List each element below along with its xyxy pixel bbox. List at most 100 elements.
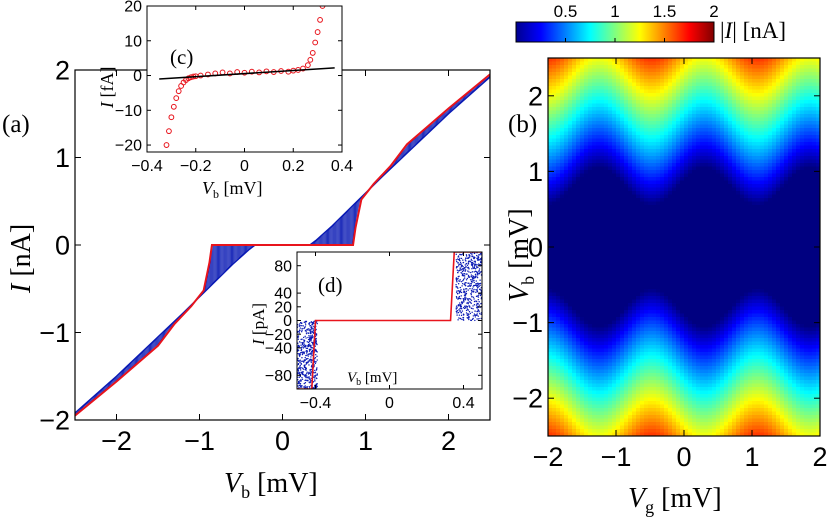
heatmap-cell xyxy=(616,198,621,203)
heatmap-cell xyxy=(648,149,653,154)
heatmap-cell xyxy=(620,362,625,367)
scatter-dot xyxy=(463,305,466,308)
heatmap-cell xyxy=(604,422,609,427)
heatmap-cell xyxy=(660,261,665,266)
heatmap-cell xyxy=(676,58,681,63)
heatmap-cell xyxy=(588,229,593,234)
heatmap-cell xyxy=(556,114,561,119)
heatmap-cell xyxy=(636,334,641,339)
heatmap-cell xyxy=(580,107,585,112)
heatmap-cell xyxy=(560,219,565,224)
heatmap-cell xyxy=(640,394,645,399)
data-point xyxy=(314,29,321,35)
heatmap-cell xyxy=(568,149,573,154)
heatmap-cell xyxy=(568,124,573,129)
heatmap-cell xyxy=(672,86,677,91)
heatmap-cell xyxy=(608,380,613,385)
heatmap-cell xyxy=(584,429,589,434)
heatmap-cell xyxy=(548,331,553,336)
heatmap-cell xyxy=(624,208,629,213)
heatmap-cell xyxy=(620,331,625,336)
heatmap-cell xyxy=(664,376,669,381)
heatmap-cell xyxy=(640,117,645,122)
heatmap-cell xyxy=(556,72,561,77)
heatmap-cell xyxy=(572,194,577,199)
heatmap-cell xyxy=(672,198,677,203)
heatmap-cell xyxy=(656,86,661,91)
heatmap-cell xyxy=(640,401,645,406)
heatmap-cell xyxy=(664,355,669,360)
heatmap-cell xyxy=(624,387,629,392)
heatmap-cell xyxy=(616,226,621,231)
heatmap-cell xyxy=(672,327,677,332)
heatmap-cell xyxy=(636,173,641,178)
heatmap-cell xyxy=(636,310,641,315)
scatter-dot xyxy=(461,308,463,310)
heatmap-cell xyxy=(668,429,673,434)
heatmap-cell xyxy=(600,268,605,273)
heatmap-cell xyxy=(576,121,581,126)
heatmap-cell xyxy=(568,247,573,252)
heatmap-cell xyxy=(644,100,649,105)
heatmap-cell xyxy=(568,292,573,297)
heatmap-cell xyxy=(648,250,653,255)
heatmap-cell xyxy=(644,271,649,276)
scatter-dot xyxy=(462,298,464,300)
heatmap-cell xyxy=(660,170,665,175)
heatmap-cell xyxy=(564,212,569,217)
heatmap-cell xyxy=(604,138,609,143)
heatmap-cell xyxy=(672,324,677,329)
heatmap-cell xyxy=(596,390,601,395)
scatter-dot xyxy=(311,353,313,355)
heatmap-cell xyxy=(676,135,681,140)
scatter-dot xyxy=(457,283,460,285)
heatmap-cell xyxy=(576,201,581,206)
heatmap-cell xyxy=(600,93,605,98)
heatmap-cell xyxy=(624,215,629,220)
heatmap-cell xyxy=(644,355,649,360)
scatter-dot xyxy=(479,288,481,291)
heatmap-cell xyxy=(588,121,593,126)
heatmap-cell xyxy=(672,142,677,147)
heatmap-cell xyxy=(548,177,553,182)
heatmap-cell xyxy=(568,100,573,105)
heatmap-cell xyxy=(676,65,681,70)
heatmap-cell xyxy=(596,236,601,241)
scatter-dot xyxy=(460,272,462,274)
heatmap-cell xyxy=(556,152,561,157)
heatmap-cell xyxy=(612,170,617,175)
heatmap-cell xyxy=(628,198,633,203)
heatmap-cell xyxy=(640,331,645,336)
scatter-dot xyxy=(469,298,472,300)
heatmap-cell xyxy=(628,247,633,252)
heatmap-cell xyxy=(644,121,649,126)
heatmap-cell xyxy=(560,303,565,308)
heatmap-cell xyxy=(616,135,621,140)
heatmap-cell xyxy=(600,173,605,178)
scatter-dot xyxy=(473,277,475,279)
heatmap-cell xyxy=(604,390,609,395)
heatmap-cell xyxy=(632,107,637,112)
heatmap-cell xyxy=(664,96,669,101)
scatter-dot xyxy=(468,284,471,286)
heatmap-cell xyxy=(548,247,553,252)
heatmap-cell xyxy=(580,404,585,409)
heatmap-cell xyxy=(552,320,557,325)
heatmap-cell xyxy=(612,303,617,308)
heatmap-cell xyxy=(660,390,665,395)
heatmap-cell xyxy=(588,278,593,283)
heatmap-cell xyxy=(608,278,613,283)
heatmap-cell xyxy=(580,362,585,367)
heatmap-cell xyxy=(652,145,657,150)
heatmap-cell xyxy=(664,121,669,126)
scatter-dot xyxy=(314,375,316,378)
heatmap-cell xyxy=(636,205,641,210)
heatmap-cell xyxy=(664,219,669,224)
heatmap-cell xyxy=(632,191,637,196)
heatmap-cell xyxy=(652,152,657,157)
heatmap-cell xyxy=(660,219,665,224)
heatmap-cell xyxy=(568,131,573,136)
heatmap-cell xyxy=(552,299,557,304)
data-point xyxy=(300,65,306,72)
